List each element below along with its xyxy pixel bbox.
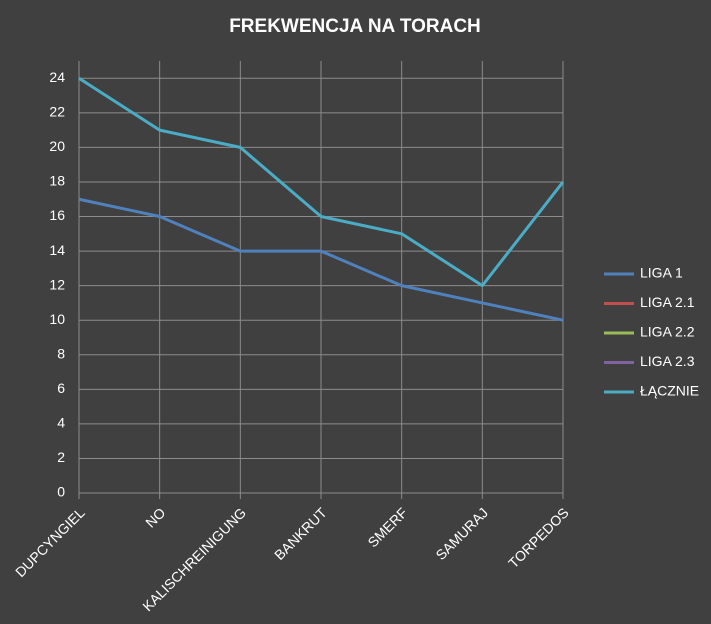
- legend-label: LIGA 2.3: [640, 353, 695, 369]
- line-series: [78, 77, 565, 288]
- y-tick-label: 12: [49, 276, 65, 292]
- y-tick-label: 2: [57, 449, 65, 465]
- y-tick-label: 20: [49, 138, 65, 154]
- chart-title: FREKWENCJA NA TORACH: [229, 16, 481, 37]
- y-tick-label: 8: [57, 345, 65, 361]
- legend-label: LIGA 2.2: [640, 324, 695, 340]
- y-tick-label: 10: [49, 311, 65, 327]
- legend-label: ŁĄCZNIE: [640, 383, 699, 399]
- y-tick-label: 14: [49, 242, 65, 258]
- y-tick-label: 4: [57, 415, 65, 431]
- legend-label: LIGA 1: [640, 265, 683, 281]
- y-tick-label: 16: [49, 207, 65, 223]
- line-series: [78, 197, 564, 322]
- y-tick-label: 24: [49, 69, 65, 85]
- y-tick-label: 0: [57, 484, 65, 500]
- y-tick-label: 18: [49, 173, 65, 189]
- y-tick-label: 22: [49, 104, 65, 120]
- legend-label: LIGA 2.1: [640, 294, 695, 310]
- y-tick-label: 6: [57, 380, 65, 396]
